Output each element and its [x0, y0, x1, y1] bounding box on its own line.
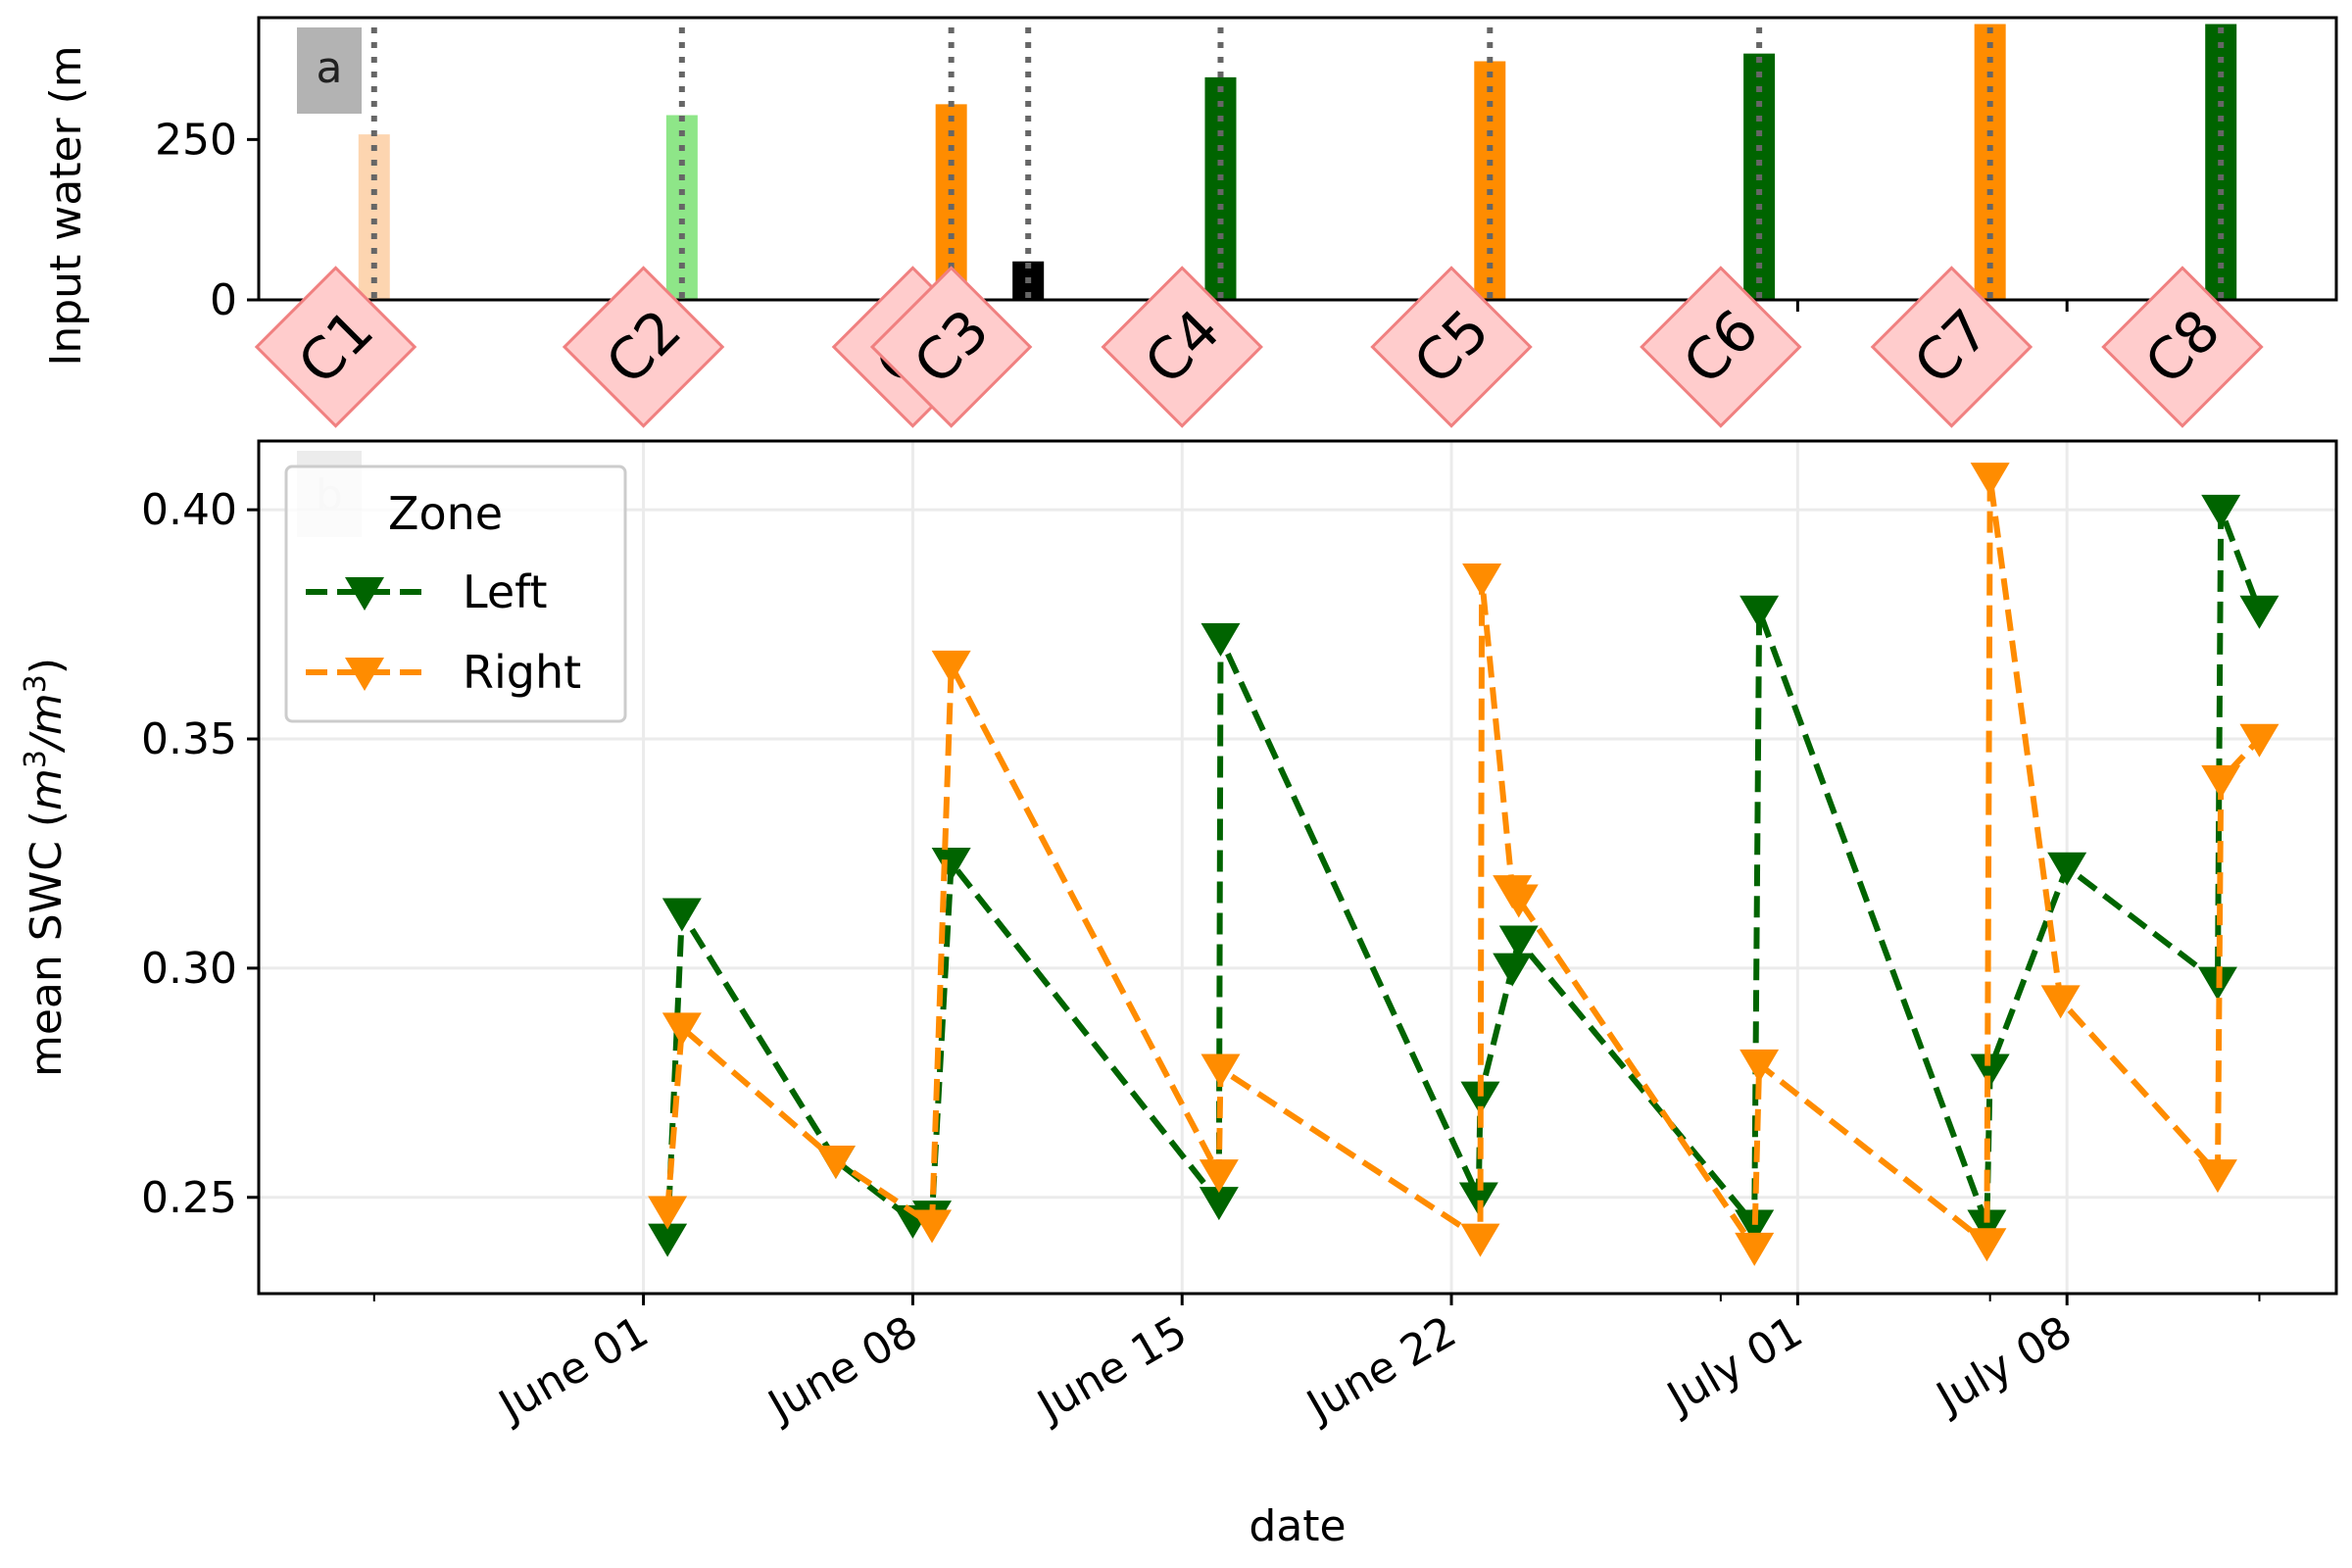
series-point-right-15 [1970, 463, 2010, 497]
series-point-right-2 [662, 1012, 702, 1047]
panel-b-ylabel-part: / [22, 731, 72, 754]
series-point-left-17 [2047, 852, 2087, 886]
panel-b-ylabel-part: 3 [19, 674, 53, 693]
legend-title: Zone [388, 487, 503, 540]
series-point-right-7 [1200, 1054, 1241, 1088]
campaign-marker-c4 [1101, 266, 1263, 428]
series-point-right-16 [2040, 985, 2081, 1019]
campaign-marker-diamond [2101, 266, 2264, 428]
campaign-marker-diamond [1370, 266, 1533, 428]
campaign-marker-diamond [869, 266, 1033, 428]
series-point-left-2 [662, 898, 702, 932]
panel-b-xlabel: date [1249, 1501, 1346, 1551]
legend: Zone Left Right [284, 465, 627, 723]
panel-b-ylabel-part: ) [22, 658, 72, 674]
series-line-left [664, 509, 2263, 1240]
series-point-left-20 [2239, 595, 2279, 629]
series-point-left-9 [1458, 1182, 1498, 1216]
panel-b-ytick-label: 0.25 [141, 1173, 237, 1223]
panel-a-ylabel: Input water (m [41, 45, 91, 366]
series-point-left-12 [1498, 925, 1539, 959]
campaign-marker-diamond [1101, 266, 1263, 428]
series-point-right-18 [2201, 764, 2241, 799]
series-point-right-14 [1967, 1228, 2007, 1262]
series-point-left-14 [1740, 595, 1780, 629]
series-point-left-15 [1967, 1209, 2007, 1244]
series-point-right-11 [1498, 884, 1539, 918]
panel-a-label: a [317, 43, 343, 93]
campaign-marker-diamond [254, 266, 417, 428]
panel-b-ylabel-part: mean SWC ( [22, 810, 72, 1077]
campaign-marker-c3 [869, 266, 1033, 428]
campaign-marker-c8 [2101, 266, 2264, 428]
panel-b-ylabel: mean SWC (m3/m3) [19, 658, 72, 1077]
legend-swatch-marker-left [345, 577, 384, 611]
legend-label-left: Left [463, 565, 548, 618]
series-point-right-13 [1740, 1049, 1780, 1083]
panel-b-ylabel-part: m [22, 768, 72, 810]
series-point-left-16 [1970, 1054, 2010, 1088]
campaign-marker-diamond [1870, 266, 2034, 428]
legend-swatch-marker-right [345, 658, 384, 691]
campaign-marker-diamond [1640, 266, 1802, 428]
panel-b-frame [257, 439, 2338, 1296]
campaign-marker-c7 [1870, 266, 2034, 428]
campaign-marker-c6 [1640, 266, 1802, 428]
campaign-marker-c1 [254, 266, 417, 428]
panel-b-ylabel-part: 3 [19, 750, 53, 768]
series-point-right-12 [1735, 1232, 1775, 1266]
series-point-right-19 [2239, 723, 2279, 758]
input-water-bar-1 [358, 134, 390, 300]
panel-b-ylabel-part: m [22, 693, 72, 735]
panel-b-ytick-label: 0.35 [141, 714, 237, 764]
series-point-left-8 [1200, 622, 1241, 657]
series-point-right-1 [648, 1196, 688, 1230]
legend-label-right: Right [463, 646, 581, 699]
series-point-right-17 [2197, 1159, 2237, 1194]
campaign-marker-diamond [562, 266, 725, 428]
series-point-right-9 [1462, 564, 1502, 598]
series-point-right-4 [912, 1209, 953, 1244]
series-point-left-7 [1199, 1187, 1239, 1221]
series-point-left-11 [1493, 953, 1533, 987]
campaign-marker-c2 [562, 266, 725, 428]
panel-b-ytick-label: 0.40 [141, 485, 237, 535]
series-point-right-6 [1199, 1159, 1239, 1194]
series-point-left-6 [931, 848, 971, 882]
series-point-left-10 [1460, 1081, 1500, 1115]
series-point-right-5 [931, 650, 971, 684]
panel-a-frame [257, 16, 2338, 302]
panel-b-ytick-label: 0.30 [141, 944, 237, 994]
series-point-left-19 [2201, 494, 2241, 528]
series-point-right-3 [815, 1146, 856, 1180]
panel-a-label-box [297, 27, 362, 114]
campaign-marker-c5 [1370, 266, 1533, 428]
panel-a-ytick-label: 250 [155, 115, 237, 165]
panel-a-ytick-label: 0 [210, 275, 237, 325]
series-point-left-13 [1735, 1209, 1775, 1244]
series-point-left-1 [648, 1223, 688, 1257]
series-point-right-8 [1460, 1223, 1500, 1257]
